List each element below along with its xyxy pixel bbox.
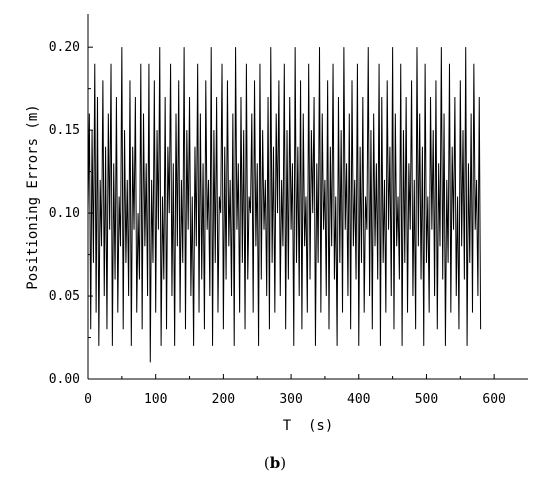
x-tick-label: 400 — [347, 392, 370, 407]
y-tick-label: 0.05 — [49, 289, 80, 304]
series-line — [87, 47, 482, 363]
figure-caption: (b) — [264, 454, 286, 472]
y-tick-label: 0.00 — [49, 372, 80, 387]
x-tick-label: 0 — [84, 392, 92, 407]
y-tick-label: 0.15 — [49, 123, 80, 138]
y-tick-label: 0.20 — [49, 40, 80, 55]
y-axis-title: Positioning Errors (m) — [25, 104, 41, 289]
x-tick-label: 200 — [212, 392, 235, 407]
caption-close: ) — [280, 454, 286, 472]
x-ticks: 0 100 200 300 400 500 600 — [84, 374, 506, 407]
y-ticks: 0.00 0.05 0.10 0.15 0.20 — [49, 40, 93, 387]
x-tick-label: 500 — [415, 392, 438, 407]
x-axis-title: T (s) — [283, 418, 334, 434]
x-tick-label: 100 — [144, 392, 167, 407]
x-tick-label: 600 — [482, 392, 505, 407]
y-tick-label: 0.10 — [49, 206, 80, 221]
x-tick-label: 300 — [279, 392, 302, 407]
caption-open: ( — [264, 454, 270, 472]
caption-label: b — [270, 454, 281, 472]
